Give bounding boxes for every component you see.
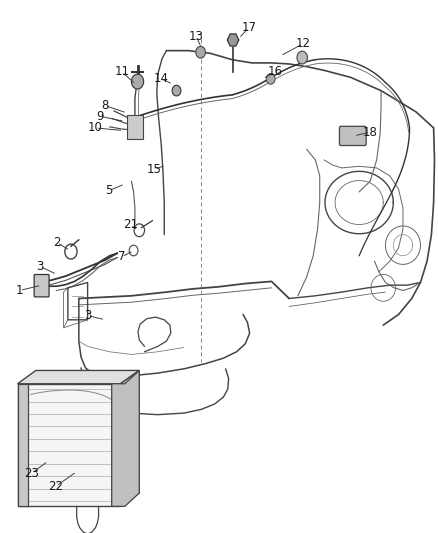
Text: 23: 23: [24, 467, 39, 480]
Circle shape: [266, 74, 275, 84]
Polygon shape: [18, 384, 120, 506]
FancyBboxPatch shape: [339, 126, 366, 146]
Circle shape: [297, 51, 307, 64]
Polygon shape: [18, 384, 28, 506]
Text: 14: 14: [154, 72, 169, 85]
Text: 7: 7: [118, 251, 126, 263]
Polygon shape: [18, 370, 139, 384]
Circle shape: [131, 74, 144, 89]
Text: 9: 9: [96, 110, 104, 123]
Text: 18: 18: [363, 126, 378, 139]
Text: 3: 3: [84, 309, 91, 322]
Text: 5: 5: [105, 184, 112, 197]
FancyBboxPatch shape: [127, 115, 143, 139]
Text: 12: 12: [296, 37, 311, 50]
Text: 3: 3: [37, 260, 44, 273]
Text: 11: 11: [114, 66, 129, 78]
Text: 8: 8: [102, 99, 109, 112]
Text: 10: 10: [88, 122, 103, 134]
Circle shape: [196, 46, 205, 58]
Text: 1: 1: [16, 284, 24, 297]
Text: 17: 17: [241, 21, 256, 34]
Circle shape: [172, 85, 181, 96]
Text: 16: 16: [268, 66, 283, 78]
Text: 2: 2: [53, 236, 61, 249]
Text: 22: 22: [49, 480, 64, 492]
Text: 13: 13: [189, 30, 204, 43]
Polygon shape: [120, 370, 139, 506]
Polygon shape: [112, 370, 139, 506]
Text: 15: 15: [147, 163, 162, 176]
Text: 21: 21: [123, 219, 138, 231]
FancyBboxPatch shape: [34, 274, 49, 297]
Polygon shape: [227, 34, 239, 46]
